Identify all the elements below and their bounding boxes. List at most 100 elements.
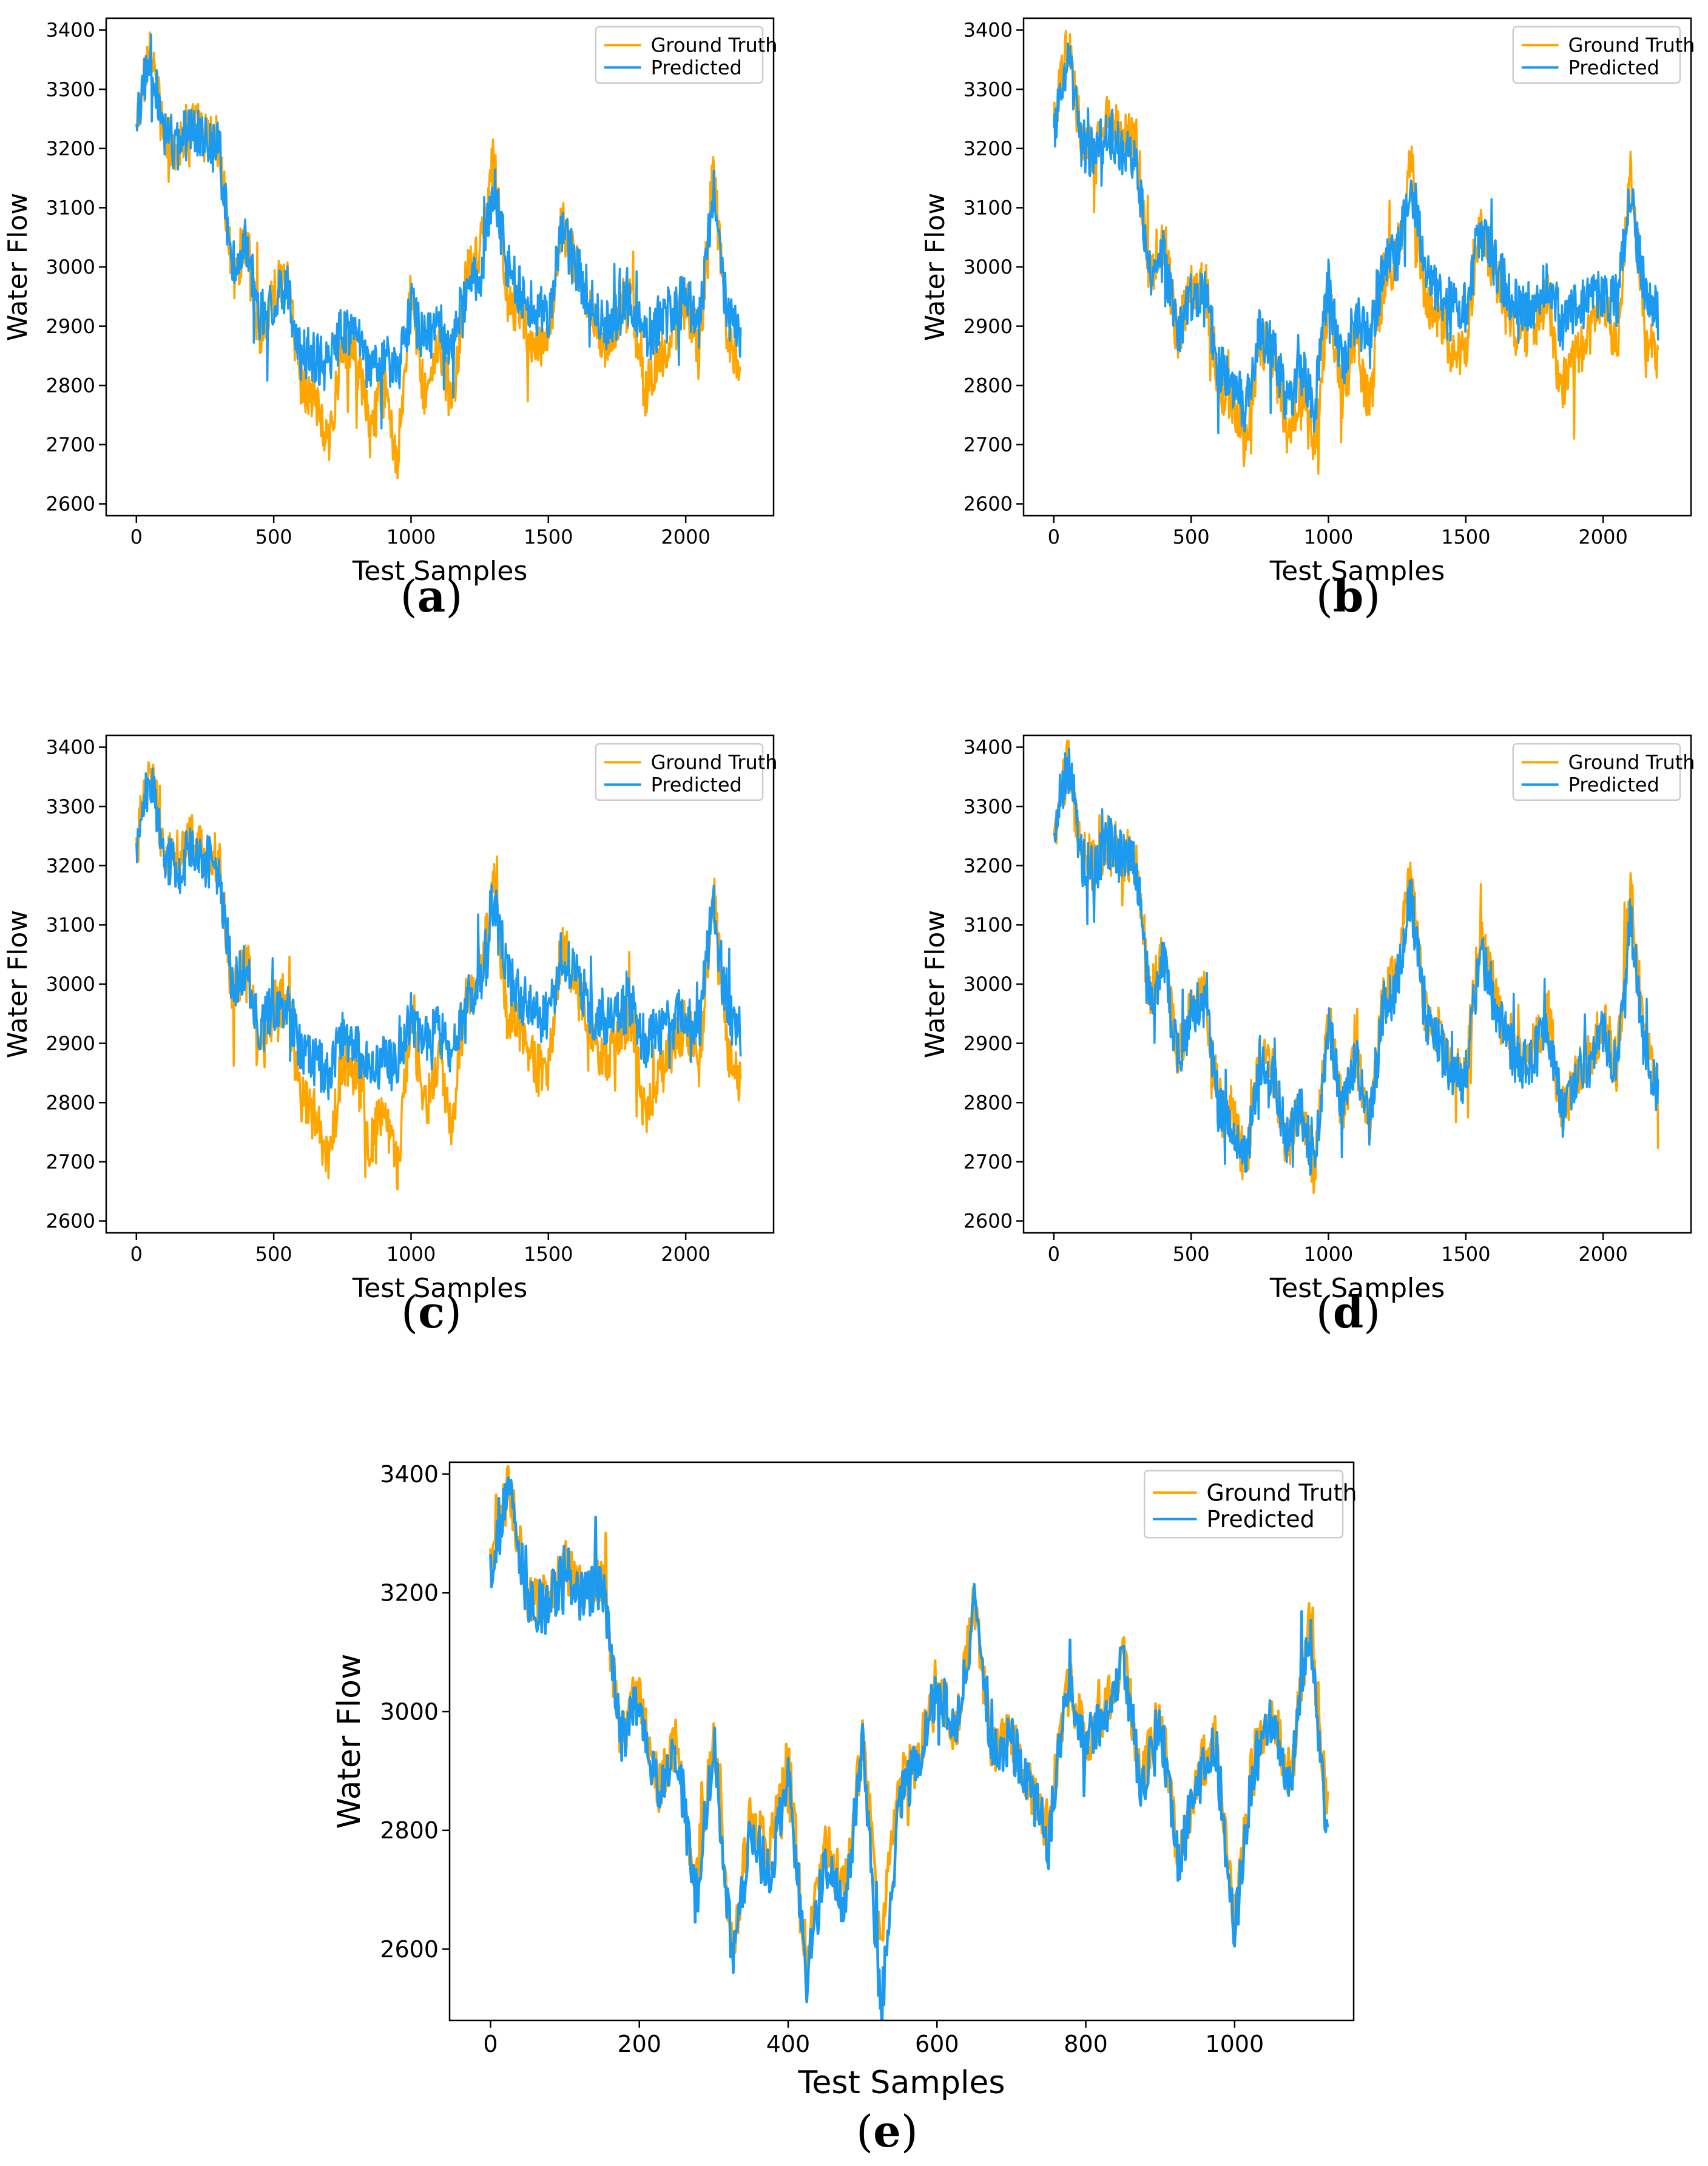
y-tick-label: 2900 (46, 315, 95, 338)
y-tick-label: 2600 (46, 1210, 95, 1233)
chart-a: 0 500 1000 1500 2000 2600 2700 2800 2900 3000 3100… (2, 17, 778, 587)
legend-label-predicted: Predicted (1568, 773, 1659, 796)
x-tick-label: 1000 (1304, 1243, 1353, 1266)
x-tick-label: 1500 (524, 1243, 573, 1266)
x-tick-label: 200 (617, 2031, 661, 2057)
y-tick-label: 3100 (964, 197, 1013, 220)
y-tick-label: 3000 (380, 1698, 439, 1725)
y-tick-label: 3000 (46, 255, 95, 278)
plot-frame (1022, 17, 1692, 517)
x-tick-label: 2000 (1578, 525, 1627, 548)
y-tick-label: 3300 (964, 78, 1013, 101)
y-axis-label: Water Flow (2, 910, 33, 1059)
series-line-ground-truth (1053, 739, 1659, 1195)
y-tick-label: 3200 (46, 137, 95, 160)
y-tick-label: 2900 (964, 1032, 1013, 1055)
series-line-ground-truth (135, 31, 741, 480)
x-axis-label: Test Samples (352, 556, 528, 587)
y-tick-label: 2600 (964, 493, 1013, 516)
series-line-ground-truth (135, 761, 742, 1191)
x-tick-label: 0 (130, 525, 143, 548)
chart-b: 0 500 1000 1500 2000 2600 2700 2800 2900 3000 3100… (920, 17, 1695, 587)
plot-frame (1022, 734, 1692, 1234)
panel-caption: (d) (1315, 1286, 1381, 1338)
x-tick-label: 0 (1048, 1243, 1060, 1266)
y-tick-label: 3400 (964, 19, 1013, 42)
x-axis-label: Test Samples (1269, 1273, 1445, 1304)
plot-frame (105, 734, 775, 1234)
y-tick-label: 2600 (380, 1936, 439, 1963)
legend-label-ground-truth: Ground Truth (1206, 1479, 1357, 1506)
y-tick-label: 3300 (46, 795, 95, 818)
y-tick-label: 2800 (964, 1091, 1013, 1114)
plot-frame (105, 17, 775, 517)
y-axis-label: Water Flow (920, 193, 951, 342)
y-tick-label: 3000 (964, 973, 1013, 996)
y-tick-label: 3200 (964, 137, 1013, 160)
y-tick-label: 2700 (46, 1150, 95, 1173)
series-line-predicted (135, 33, 742, 430)
panel-caption: (a) (400, 570, 463, 622)
x-tick-label: 500 (1173, 1243, 1210, 1266)
x-tick-label: 1000 (1205, 2031, 1264, 2057)
series-line-predicted (1053, 747, 1659, 1176)
y-tick-label: 3200 (964, 854, 1013, 877)
x-tick-label: 1000 (386, 525, 436, 548)
y-tick-label: 2600 (964, 1210, 1013, 1233)
x-tick-label: 2000 (661, 525, 710, 548)
y-tick-label: 2900 (46, 1032, 95, 1055)
y-tick-label: 2600 (46, 493, 95, 516)
x-axis-label: Test Samples (798, 2065, 1005, 2101)
series-line-predicted (1053, 42, 1659, 434)
legend-label-ground-truth: Ground Truth (1568, 751, 1695, 774)
y-tick-label: 3400 (46, 736, 95, 759)
legend-label-ground-truth: Ground Truth (651, 751, 778, 774)
panel-caption: (e) (856, 2105, 918, 2157)
x-tick-label: 0 (1048, 525, 1060, 548)
x-tick-label: 600 (915, 2031, 959, 2057)
y-tick-label: 2700 (964, 1150, 1013, 1173)
chart-c: 0 500 1000 1500 2000 2600 2700 2800 2900 3000 3100… (2, 734, 778, 1304)
x-tick-label: 1500 (524, 525, 573, 548)
x-tick-label: 0 (483, 2031, 498, 2057)
y-tick-label: 3000 (964, 255, 1013, 278)
x-axis-label: Test Samples (1269, 556, 1445, 587)
x-tick-label: 1500 (1441, 1243, 1490, 1266)
y-tick-label: 2900 (964, 315, 1013, 338)
x-tick-label: 1000 (1304, 525, 1353, 548)
chart-d: 0 500 1000 1500 2000 2600 2700 2800 2900 3000 3100… (920, 734, 1695, 1304)
x-tick-label: 500 (255, 1243, 292, 1266)
y-axis-label: Water Flow (920, 910, 951, 1059)
y-tick-label: 3300 (964, 795, 1013, 818)
series-line-predicted (489, 1476, 1329, 2020)
x-tick-label: 1500 (1441, 525, 1490, 548)
y-tick-label: 3100 (46, 914, 95, 937)
chart-e: 0 200 400 600 800 1000 2600 2800 3000 3200 3400 Tes… (331, 1461, 1357, 2101)
legend-label-ground-truth: Ground Truth (1568, 34, 1695, 57)
panel-caption: (c) (400, 1286, 462, 1338)
x-tick-label: 2000 (1578, 1243, 1627, 1266)
legend-label-predicted: Predicted (651, 773, 742, 796)
legend-label-predicted: Predicted (1568, 56, 1659, 79)
y-tick-label: 3200 (380, 1580, 439, 1607)
series-line-ground-truth (489, 1465, 1329, 1986)
y-tick-label: 2700 (46, 433, 95, 456)
x-tick-label: 400 (766, 2031, 811, 2057)
y-axis-label: Water Flow (331, 1654, 368, 1829)
legend-label-predicted: Predicted (651, 56, 742, 79)
y-tick-label: 3000 (46, 973, 95, 996)
legend-label-predicted: Predicted (1206, 1506, 1314, 1533)
x-tick-label: 0 (130, 1243, 143, 1266)
y-tick-label: 2800 (380, 1817, 439, 1844)
x-tick-label: 500 (255, 525, 292, 548)
x-tick-label: 2000 (661, 1243, 710, 1266)
y-tick-label: 3400 (46, 19, 95, 42)
legend-box (595, 743, 764, 801)
x-tick-label: 500 (1173, 525, 1210, 548)
legend-label-ground-truth: Ground Truth (651, 34, 778, 57)
